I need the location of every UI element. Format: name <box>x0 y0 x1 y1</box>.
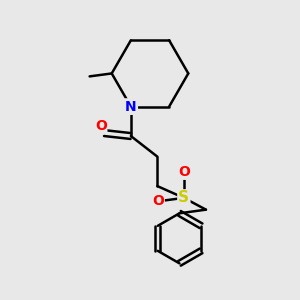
Text: N: N <box>125 100 137 114</box>
Text: S: S <box>178 190 189 206</box>
Text: O: O <box>95 119 107 133</box>
Text: O: O <box>178 165 190 179</box>
Text: O: O <box>152 194 164 208</box>
